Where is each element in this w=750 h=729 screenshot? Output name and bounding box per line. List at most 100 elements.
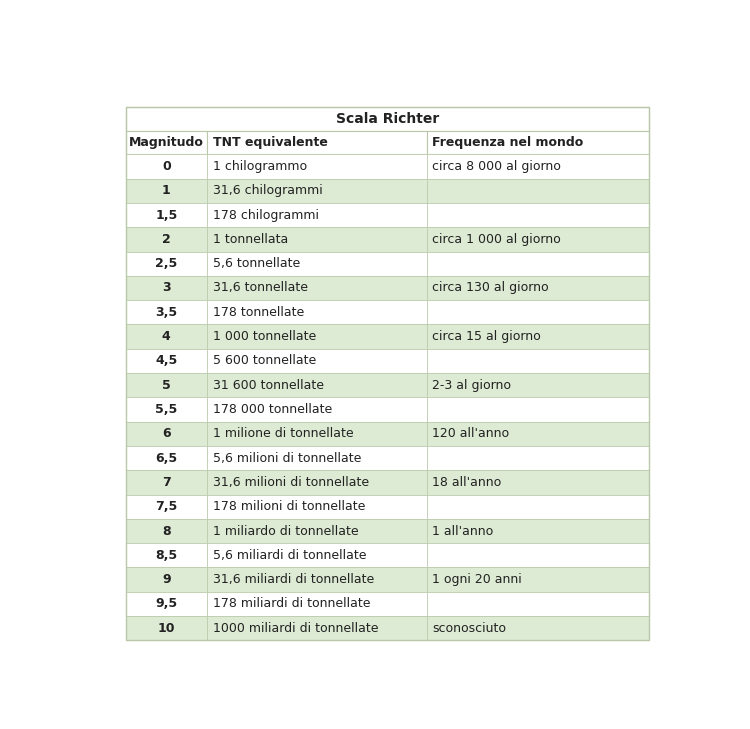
Bar [126,179,207,203]
Text: sconosciuto: sconosciuto [432,622,506,635]
Bar [126,203,207,227]
Text: Magnitudo: Magnitudo [129,136,204,149]
Bar [126,470,207,494]
Bar [427,421,649,446]
Bar [207,203,427,227]
Bar [126,348,207,373]
Text: 120 all'anno: 120 all'anno [432,427,509,440]
Text: 1000 miliardi di tonnellate: 1000 miliardi di tonnellate [212,622,378,635]
Text: 31,6 miliardi di tonnellate: 31,6 miliardi di tonnellate [212,573,374,586]
Text: 1 tonnellata: 1 tonnellata [212,233,288,246]
Text: circa 1 000 al giorno: circa 1 000 al giorno [432,233,561,246]
Bar [126,107,649,640]
Text: 178 chilogrammi: 178 chilogrammi [212,208,319,222]
Text: 1: 1 [162,184,171,198]
Bar [126,107,649,130]
Bar [207,276,427,300]
Bar [207,373,427,397]
Bar [427,519,649,543]
Bar [126,397,207,421]
Bar [207,421,427,446]
Bar [427,446,649,470]
Bar [126,227,207,252]
Bar [126,616,207,640]
Text: 0: 0 [162,160,171,173]
Text: 31,6 milioni di tonnellate: 31,6 milioni di tonnellate [212,476,369,489]
Text: 5,6 miliardi di tonnellate: 5,6 miliardi di tonnellate [212,549,366,562]
Text: 10: 10 [158,622,175,635]
Bar [207,227,427,252]
Bar [126,519,207,543]
Bar [126,252,207,276]
Text: 1 all'anno: 1 all'anno [432,524,494,537]
Text: 4: 4 [162,330,171,343]
Text: 9: 9 [162,573,170,586]
Text: 1 miliardo di tonnellate: 1 miliardo di tonnellate [212,524,358,537]
Bar [427,567,649,592]
Bar [427,543,649,567]
Text: 1,5: 1,5 [155,208,178,222]
Bar [126,130,207,155]
Bar [427,252,649,276]
Bar [207,397,427,421]
Text: 1 000 tonnellate: 1 000 tonnellate [212,330,316,343]
Text: 31,6 chilogrammi: 31,6 chilogrammi [212,184,322,198]
Bar [207,592,427,616]
Bar [427,373,649,397]
Text: 3,5: 3,5 [155,305,177,319]
Text: 178 miliardi di tonnellate: 178 miliardi di tonnellate [212,598,370,610]
Text: 178 000 tonnellate: 178 000 tonnellate [212,403,332,416]
Text: Scala Richter: Scala Richter [336,112,439,126]
Text: 8: 8 [162,524,170,537]
Bar [427,203,649,227]
Bar [126,421,207,446]
Bar [427,324,649,348]
Bar [427,227,649,252]
Text: 8,5: 8,5 [155,549,177,562]
Text: 2-3 al giorno: 2-3 al giorno [432,378,512,391]
Text: Frequenza nel mondo: Frequenza nel mondo [432,136,584,149]
Bar [207,446,427,470]
Text: circa 15 al giorno: circa 15 al giorno [432,330,541,343]
Text: 7,5: 7,5 [155,500,178,513]
Text: 6,5: 6,5 [155,451,177,464]
Bar [207,470,427,494]
Bar [126,446,207,470]
Text: circa 130 al giorno: circa 130 al giorno [432,281,549,295]
Bar [427,276,649,300]
Text: 5: 5 [162,378,171,391]
Bar [427,300,649,324]
Text: 4,5: 4,5 [155,354,178,367]
Bar [427,155,649,179]
Bar [126,300,207,324]
Bar [427,348,649,373]
Text: 6: 6 [162,427,170,440]
Bar [207,130,427,155]
Bar [126,155,207,179]
Bar [427,592,649,616]
Bar [427,494,649,519]
Bar [207,616,427,640]
Bar [207,324,427,348]
Text: 2,5: 2,5 [155,257,178,270]
Bar [126,373,207,397]
Bar [427,616,649,640]
Bar [207,252,427,276]
Text: 31 600 tonnellate: 31 600 tonnellate [212,378,323,391]
Bar [207,494,427,519]
Bar [126,567,207,592]
Text: 3: 3 [162,281,170,295]
Bar [207,348,427,373]
Text: 7: 7 [162,476,171,489]
Bar [126,276,207,300]
Bar [427,130,649,155]
Text: 5,6 milioni di tonnellate: 5,6 milioni di tonnellate [212,451,361,464]
Bar [126,543,207,567]
Bar [126,592,207,616]
Text: 5 600 tonnellate: 5 600 tonnellate [212,354,316,367]
Bar [427,179,649,203]
Text: 9,5: 9,5 [155,598,177,610]
Text: circa 8 000 al giorno: circa 8 000 al giorno [432,160,561,173]
Text: 178 tonnellate: 178 tonnellate [212,305,304,319]
Text: 31,6 tonnellate: 31,6 tonnellate [212,281,308,295]
